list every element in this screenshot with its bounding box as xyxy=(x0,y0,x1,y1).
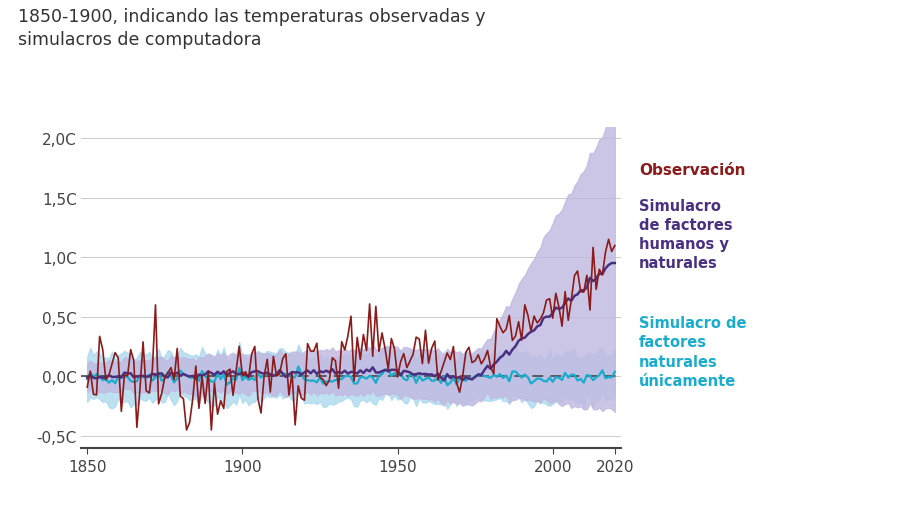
Text: Simulacro
de factores
humanos y
naturales: Simulacro de factores humanos y naturale… xyxy=(639,199,733,271)
Text: 1850-1900, indicando las temperaturas observadas y
simulacros de computadora: 1850-1900, indicando las temperaturas ob… xyxy=(18,8,485,49)
Text: Observación: Observación xyxy=(639,163,745,178)
Text: Simulacro de
factores
naturales
únicamente: Simulacro de factores naturales únicamen… xyxy=(639,316,746,388)
